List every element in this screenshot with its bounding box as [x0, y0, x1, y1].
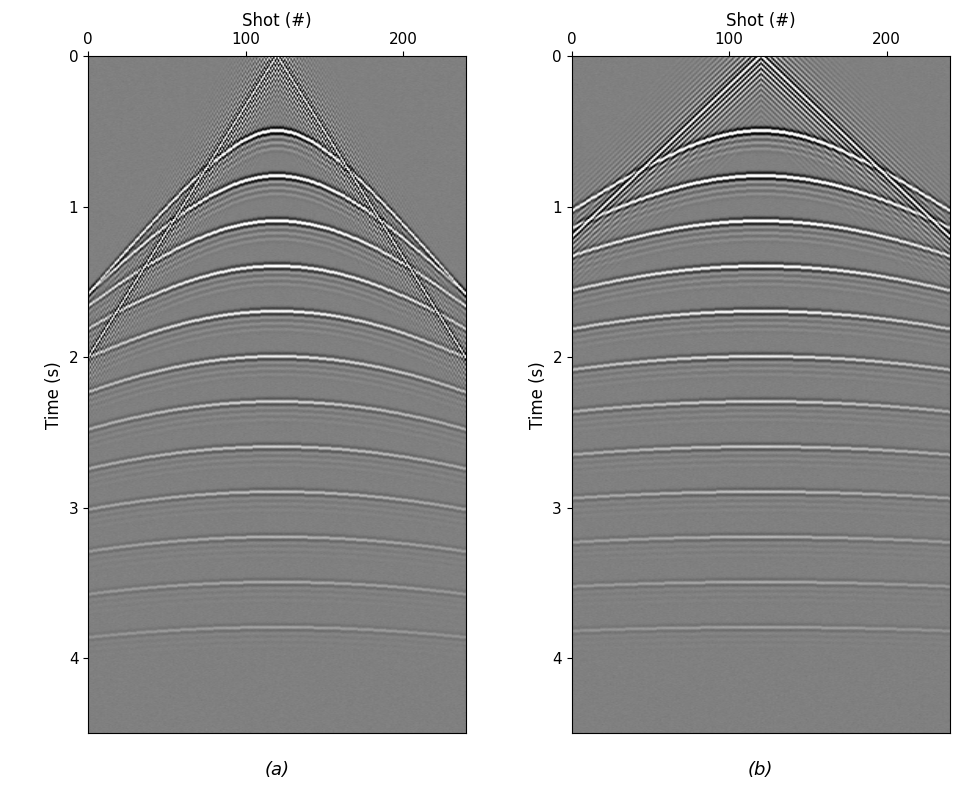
Y-axis label: Time (s): Time (s) [45, 361, 63, 429]
X-axis label: Shot (#): Shot (#) [242, 12, 312, 30]
Text: (a): (a) [264, 761, 289, 779]
X-axis label: Shot (#): Shot (#) [725, 12, 795, 30]
Y-axis label: Time (s): Time (s) [528, 361, 546, 429]
Text: (b): (b) [747, 761, 773, 779]
